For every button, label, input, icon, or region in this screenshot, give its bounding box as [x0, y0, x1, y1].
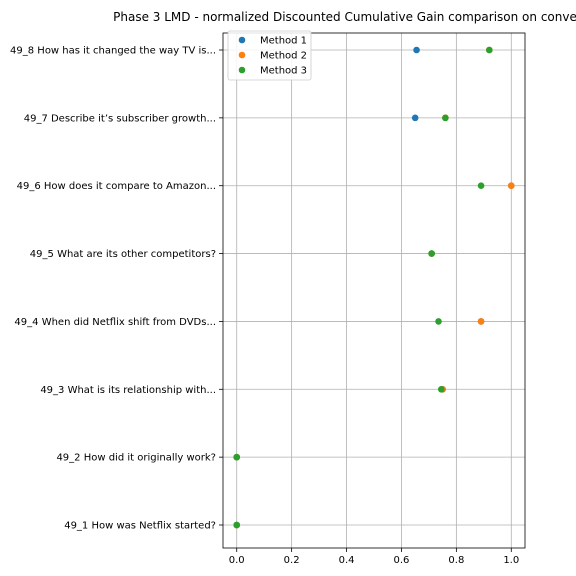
- legend-marker: [238, 36, 246, 44]
- data-point: [411, 114, 419, 122]
- legend-label: Method 2: [260, 51, 307, 62]
- legend-marker: [238, 51, 246, 59]
- data-point: [486, 46, 493, 54]
- x-tick-label: 0.6: [394, 555, 410, 566]
- legend-marker: [238, 66, 246, 74]
- data-point: [413, 46, 420, 54]
- legend-label: Method 1: [260, 36, 307, 47]
- y-tick-label: 49_6 How does it compare to Amazon...: [17, 181, 216, 192]
- grid-layer: [223, 33, 525, 548]
- x-tick-label: 1.0: [503, 555, 519, 566]
- points-layer: [233, 46, 515, 529]
- x-tick-label: 0.8: [448, 555, 464, 566]
- plot-frame: [222, 32, 526, 549]
- data-point: [435, 318, 442, 325]
- legend-frame: [227, 30, 312, 81]
- data-point: [233, 521, 241, 529]
- legend: Method 1 Method 2 Method 3: [227, 30, 312, 81]
- ticks-layer: 0.0 0.2 0.4 0.6 0.8 1.0 49_1 How was Netflix s…: [10, 46, 519, 567]
- chart-title: Phase 3 LMD - normalized Discounted Cumu…: [113, 10, 576, 24]
- data-point: [442, 114, 449, 122]
- y-tick-label: 49_2 How did it originally work?: [56, 453, 216, 464]
- x-tick-label: 0.2: [284, 555, 300, 566]
- data-point: [437, 385, 445, 393]
- y-tick-label: 49_8 How has it changed the way TV is...: [10, 46, 216, 57]
- data-point: [507, 182, 515, 190]
- y-tick-label: 49_4 When did Netflix shift from DVDs...: [14, 317, 216, 328]
- data-point: [428, 250, 435, 257]
- data-point: [477, 318, 485, 325]
- y-tick-label: 49_1 How was Netflix started?: [64, 521, 216, 532]
- x-tick-label: 0.0: [229, 555, 245, 566]
- legend-label: Method 3: [260, 66, 307, 77]
- x-tick-label: 0.4: [339, 555, 355, 566]
- y-tick-label: 49_7 Describe it’s subscriber growth...: [24, 113, 216, 124]
- data-point: [233, 453, 241, 461]
- data-point: [477, 182, 485, 190]
- y-tick-label: 49_5 What are its other competitors?: [30, 249, 216, 260]
- y-tick-label: 49_3 What is its relationship with...: [40, 385, 216, 396]
